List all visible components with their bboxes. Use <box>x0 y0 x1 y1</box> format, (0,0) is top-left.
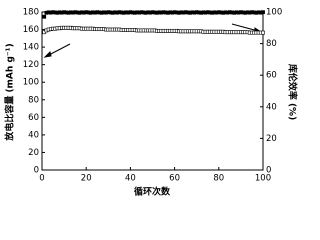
y-tick-label: 20 <box>28 148 39 158</box>
y-tick-label: 40 <box>28 130 39 140</box>
y-tick-label: 80 <box>28 95 39 105</box>
y-axis-label: 放电比容量 (mAh g⁻¹) <box>4 43 16 141</box>
x-tick-label: 40 <box>125 174 136 184</box>
y-tick-label: 120 <box>23 60 39 70</box>
x-tick-label: 80 <box>213 174 224 184</box>
y2-tick-label: 100 <box>266 8 282 18</box>
point <box>42 14 47 19</box>
plot-frame <box>41 11 264 171</box>
y2-tick-label: 60 <box>266 71 277 81</box>
y2-tick-label: 20 <box>266 134 277 144</box>
x-tick-label: 60 <box>169 174 180 184</box>
x-tick-label: 20 <box>81 174 92 184</box>
y-tick-label: 100 <box>23 78 39 88</box>
y-tick-label: 180 <box>23 8 39 18</box>
y2-tick-label: 0 <box>266 166 271 176</box>
y2-tick-label: 40 <box>266 102 277 112</box>
arrow-head <box>43 51 52 58</box>
y-tick-label: 60 <box>28 113 39 123</box>
y-tick-label: 0 <box>34 166 39 176</box>
y2-axis-label: 库伦效率 (%) <box>287 64 299 120</box>
point <box>261 10 265 15</box>
y2-tick-label: 80 <box>266 39 277 49</box>
arrow-right <box>231 23 259 32</box>
x-axis-label: 循环次数 <box>134 186 171 198</box>
chart: 循环次数 放电比容量 (mAh g⁻¹) 库伦效率 (%) 0 20 40 60 80 1… <box>4 8 299 198</box>
point <box>261 30 265 35</box>
x-tick-label: 100 <box>255 174 271 184</box>
x-tick-label: 0 <box>39 174 44 184</box>
y-tick-label: 140 <box>23 43 39 53</box>
page: {"chart_data": {"type": "scatter", "x_la… <box>3 7 299 198</box>
y-tick-label: 160 <box>23 25 39 35</box>
